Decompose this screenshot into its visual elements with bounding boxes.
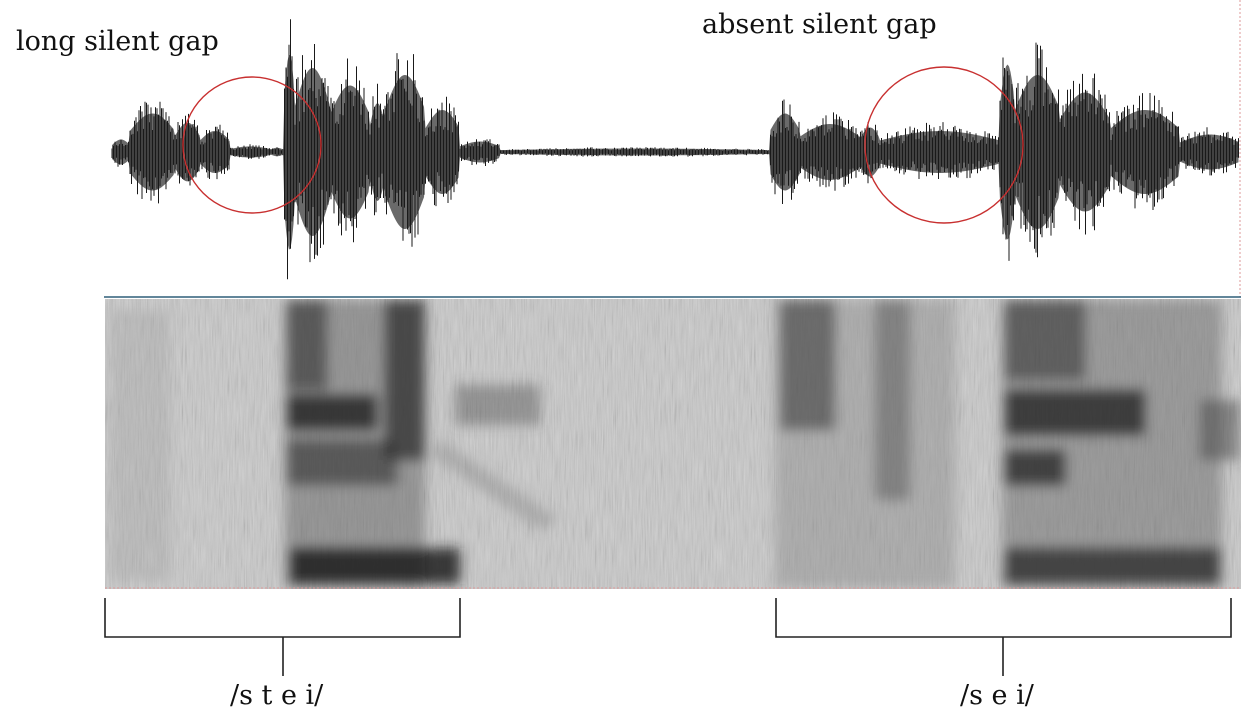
- long-gap-circle: [182, 76, 322, 214]
- bracket-second: [775, 598, 1232, 676]
- waveform-signal: [111, 19, 1239, 280]
- sei-transcription: /s e i/: [960, 680, 1034, 711]
- bracket-first: [104, 598, 461, 676]
- long-silent-gap-label: long silent gap: [16, 26, 219, 57]
- stei-transcription: /s t e i/: [230, 680, 324, 711]
- spectrogram-energy: [110, 300, 1240, 588]
- waveform-panel: [111, 0, 1241, 297]
- absent-gap-circle: [864, 66, 1024, 224]
- absent-silent-gap-label: absent silent gap: [702, 9, 937, 40]
- spectrogram-panel: [105, 299, 1241, 589]
